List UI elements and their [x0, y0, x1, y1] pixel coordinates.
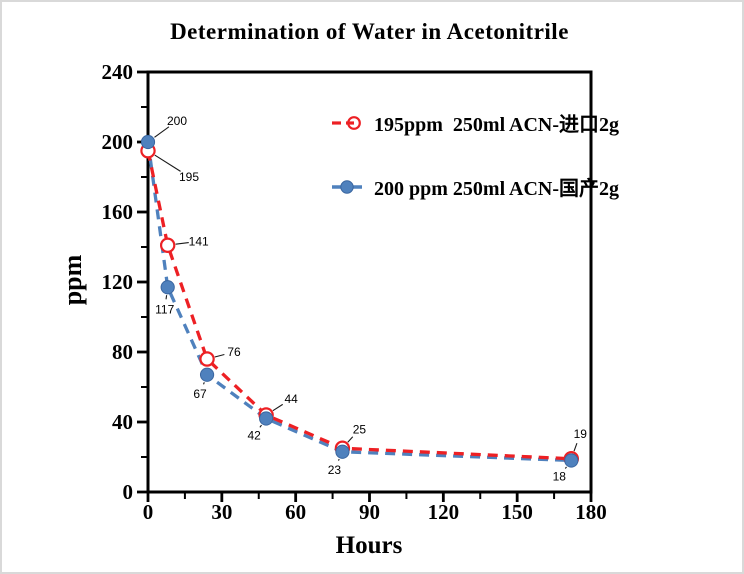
data-label-leader [214, 353, 225, 358]
data-label: 42 [247, 429, 261, 443]
y-tick-label: 200 [102, 130, 134, 154]
data-label: 44 [284, 392, 298, 406]
data-label-leader [564, 466, 567, 469]
data-label: 117 [155, 302, 174, 316]
data-label: 76 [227, 345, 241, 359]
data-label-leader [154, 154, 181, 172]
x-tick-label: 180 [575, 500, 607, 524]
marker-filled-circle [564, 453, 579, 468]
marker-open-circle [199, 351, 215, 367]
x-tick-label: 150 [501, 500, 533, 524]
data-label-leader [573, 442, 578, 452]
data-label: 67 [193, 387, 207, 401]
x-tick-label: 30 [211, 500, 232, 524]
data-label-leader [259, 424, 262, 428]
data-label-leader [347, 436, 354, 443]
data-label: 200 [167, 114, 187, 128]
series-line-0 [146, 150, 572, 461]
data-label-leader [203, 382, 205, 385]
y-tick-label: 160 [102, 200, 134, 224]
marker-open-circle [159, 237, 176, 253]
x-tick-label: 60 [285, 500, 306, 524]
legend-label-domestic: 200 ppm 250ml ACN-国产2g [374, 178, 620, 200]
legend-marker-blue-line-filled-circle-icon [332, 179, 362, 194]
marker-filled-circle [160, 280, 175, 295]
y-tick-label: 80 [112, 340, 133, 364]
data-label-leader [272, 403, 284, 412]
x-tick-label: 120 [428, 500, 460, 524]
chart-title: Determination of Water in Acetonitrile [170, 19, 569, 44]
y-tick-label: 40 [112, 410, 133, 434]
data-label: 18 [553, 470, 567, 484]
data-label: 195 [179, 170, 199, 184]
legend-label-imported: 195ppm 250ml ACN-进口2g [374, 114, 620, 136]
data-label: 141 [189, 234, 209, 248]
y-tick-label: 120 [102, 270, 134, 294]
x-tick-label: 90 [359, 500, 380, 524]
series-line-1 [146, 141, 572, 463]
x-axis-title: Hours [335, 532, 403, 559]
data-label-leader [175, 241, 189, 245]
y-tick-label: 0 [123, 480, 134, 504]
data-label-leader [165, 295, 168, 300]
data-label: 25 [353, 422, 367, 436]
legend-marker-red-dashed-open-circle-icon [332, 115, 361, 130]
y-tick-label: 240 [102, 60, 134, 84]
data-label: 23 [328, 463, 342, 477]
legend-item-imported: 195ppm 250ml ACN-进口2g [331, 108, 619, 137]
marker-filled-circle [140, 134, 156, 150]
data-label-leader [337, 458, 340, 461]
marker-filled-circle [259, 411, 274, 426]
data-label: 19 [574, 427, 588, 441]
marker-filled-circle [335, 444, 350, 459]
legend-item-domestic: 200 ppm 250ml ACN-国产2g [331, 172, 619, 201]
plot-border [146, 70, 593, 494]
x-tick-label: 0 [143, 500, 154, 524]
data-label-leader [154, 126, 170, 138]
marker-filled-circle [199, 367, 215, 382]
